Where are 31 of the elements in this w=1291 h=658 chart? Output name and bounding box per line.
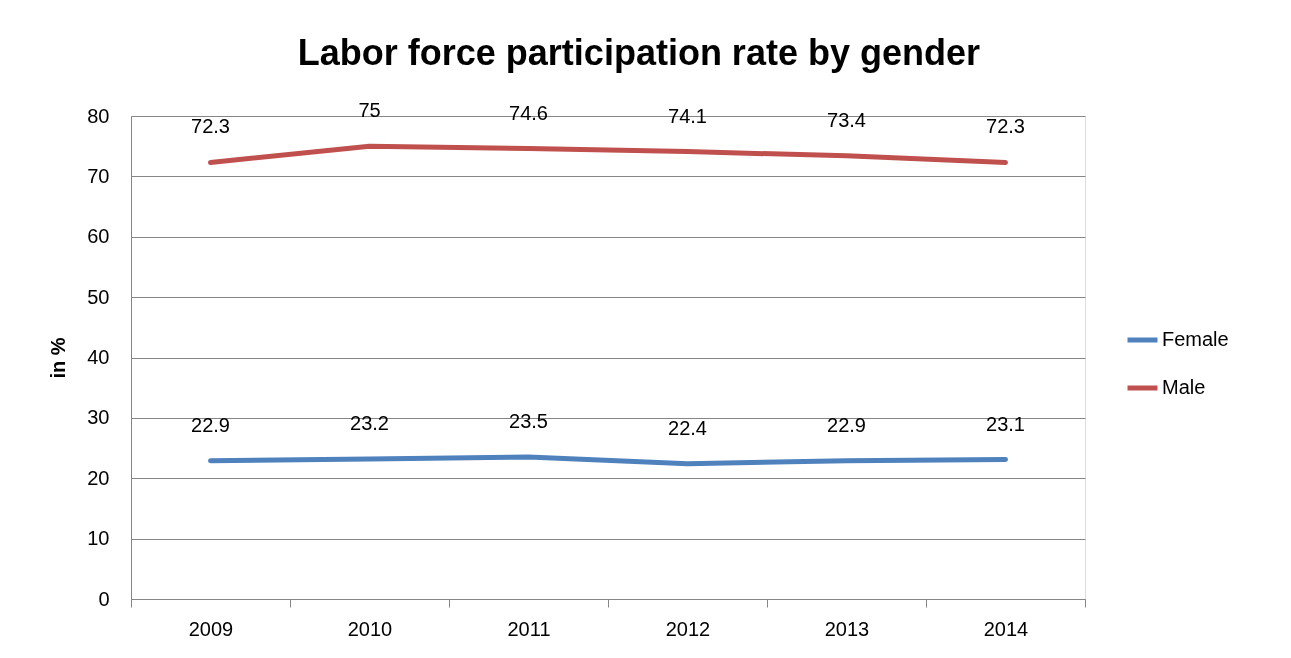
y-axis-title: in %	[47, 337, 70, 379]
y-tick-label: 60	[87, 225, 110, 248]
x-tick-label: 2010	[347, 617, 393, 640]
y-tick-label: 70	[87, 164, 110, 187]
chart-title: Labor force participation rate by gender	[297, 32, 980, 74]
x-tick-label: 2011	[507, 617, 551, 640]
x-tick-label: 2009	[188, 617, 234, 640]
y-tick-label: 10	[87, 527, 110, 550]
x-tick-label: 2013	[824, 617, 870, 640]
y-tick-label: 40	[87, 346, 110, 368]
data-label: 72.3	[986, 115, 1025, 138]
data-label: 23.2	[350, 411, 389, 434]
x-tick-label: 2014	[983, 617, 1029, 640]
data-label: 72.3	[191, 115, 230, 138]
data-label: 22.4	[668, 416, 707, 439]
data-label: 23.5	[509, 410, 548, 433]
y-tick-label: 80	[87, 104, 110, 127]
data-label: 22.9	[191, 413, 230, 436]
data-label: 23.1	[986, 412, 1025, 435]
data-label: 74.6	[509, 101, 548, 124]
x-tick-label: 2012	[665, 617, 711, 640]
data-label: 22.9	[827, 413, 866, 436]
data-label: 74.1	[668, 104, 707, 127]
legend-label: Female	[1162, 328, 1229, 350]
legend-label: Male	[1162, 376, 1206, 398]
y-tick-label: 20	[87, 466, 110, 489]
data-label: 75	[358, 99, 381, 122]
data-label: 73.4	[827, 108, 866, 131]
y-tick-label: 30	[87, 406, 110, 429]
y-tick-label: 0	[98, 587, 110, 610]
y-tick-label: 50	[87, 285, 110, 308]
